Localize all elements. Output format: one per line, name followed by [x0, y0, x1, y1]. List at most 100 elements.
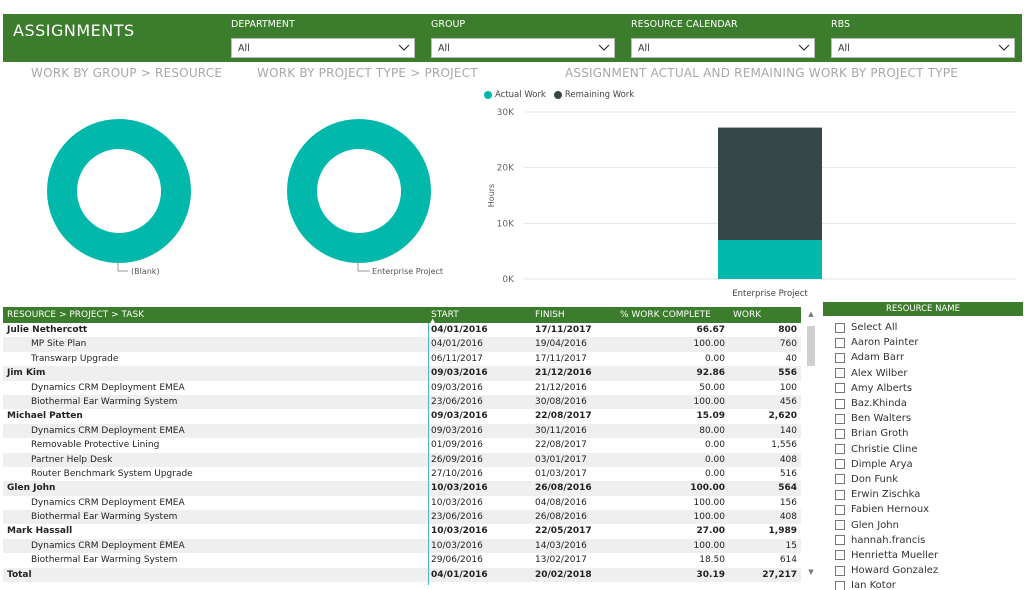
slicer-item[interactable]: Glen John [823, 517, 1023, 532]
cell-start: 10/03/2016 [431, 526, 488, 537]
cell-start: 04/01/2016 [431, 325, 488, 335]
slicer-item[interactable]: Henrietta Mueller [823, 548, 1023, 563]
cell-work: 156 [779, 497, 797, 508]
table-row[interactable]: Biothermal Ear Warming System 23/06/2016 3… [3, 394, 801, 410]
column-header-work[interactable]: WORK [733, 310, 762, 320]
y-axis-label: Hours [487, 184, 496, 207]
slicer-item[interactable]: Erwin Zischka [823, 487, 1023, 502]
checkbox[interactable] [835, 489, 845, 500]
cell-work: 556 [778, 368, 797, 379]
slicer-item[interactable]: Brian Groth [823, 426, 1023, 441]
section-title-project-type: WORK BY PROJECT TYPE > PROJECT [257, 66, 478, 80]
cell-work: 2,620 [768, 411, 797, 422]
table-row[interactable]: Michael Patten 09/03/2016 22/08/2017 15.09 2… [3, 409, 801, 423]
cell-start: 10/03/2016 [431, 540, 483, 551]
dropdown-value: All [438, 43, 450, 54]
slicer-item[interactable]: Fabien Hernoux [823, 502, 1023, 517]
checkbox[interactable] [835, 504, 845, 515]
department-dropdown[interactable]: All [231, 38, 415, 58]
checkbox[interactable] [835, 580, 845, 590]
checkbox[interactable] [835, 352, 845, 363]
slicer-item[interactable]: Dimple Arya [823, 457, 1023, 472]
cell-pct-complete: 0.00 [704, 440, 725, 451]
table-row[interactable]: Dynamics CRM Deployment EMEA 10/03/2016 04… [3, 496, 801, 510]
checkbox[interactable] [835, 444, 845, 455]
page-title: ASSIGNMENTS [13, 21, 135, 40]
cell-name: Dynamics CRM Deployment EMEA [31, 497, 185, 508]
x-category-label: Enterprise Project [732, 289, 808, 299]
slicer-item[interactable]: Ian Kotor [823, 578, 1023, 590]
checkbox[interactable] [835, 520, 845, 531]
filter-label: GROUP [431, 19, 466, 30]
checkbox[interactable] [835, 474, 845, 485]
table-row[interactable]: Dynamics CRM Deployment EMEA 09/03/2016 30… [3, 423, 801, 439]
table-row[interactable]: Julie Nethercott 04/01/2016 17/11/2017 66.6… [3, 323, 801, 337]
column-header-pct-complete[interactable]: % WORK COMPLETE [620, 310, 711, 320]
cell-start: 23/06/2016 [431, 512, 483, 523]
rbs-dropdown[interactable]: All [831, 38, 1015, 58]
slicer-item[interactable]: hannah.francis [823, 533, 1023, 548]
slicer-item[interactable]: Alex Wilber [823, 366, 1023, 381]
table-row[interactable]: Partner Help Desk 26/09/2016 03/01/2017 0.0… [3, 452, 801, 467]
slicer-item[interactable]: Christie Cline [823, 442, 1023, 457]
checkbox[interactable] [835, 413, 845, 424]
table-row[interactable]: Router Benchmark System Upgrade 27/10/201… [3, 467, 801, 481]
cell-finish: 22/08/2017 [535, 411, 592, 422]
cell-work: 100 [779, 382, 797, 393]
table-row[interactable]: Transwarp Upgrade 06/11/2017 17/11/2017 0.0… [3, 352, 801, 366]
column-header-finish[interactable]: FINISH [535, 310, 565, 320]
column-header-start[interactable]: START [431, 310, 459, 320]
slicer-item[interactable]: Aaron Painter [823, 335, 1023, 350]
table-row[interactable]: MP Site Plan 04/01/2016 19/04/2016 100.00 76… [3, 337, 801, 352]
cell-start: 09/03/2016 [431, 411, 488, 422]
cell-finish: 21/12/2016 [535, 382, 587, 393]
table-row[interactable]: Dynamics CRM Deployment EMEA 09/03/2016 21… [3, 381, 801, 395]
checkbox[interactable] [835, 428, 845, 439]
slicer-item[interactable]: Adam Barr [823, 350, 1023, 365]
slicer-item[interactable]: Select All [823, 320, 1023, 335]
slicer-item[interactable]: Ben Walters [823, 411, 1023, 426]
column-header-task[interactable]: RESOURCE > PROJECT > TASK [7, 310, 145, 320]
legend-item-remaining[interactable]: Remaining Work [553, 90, 634, 100]
table-row[interactable]: Biothermal Ear Warming System 29/06/2016 1… [3, 553, 801, 567]
cell-pct-complete: 100.00 [690, 483, 725, 494]
stacked-bar-chart[interactable]: 0K 10K 20K 30K Hours Enterprise Project [480, 104, 1020, 304]
table-scrollbar[interactable]: ▲ ▼ [806, 310, 816, 578]
slicer-item[interactable]: Baz.Khinda [823, 396, 1023, 411]
donut-chart-group-resource[interactable] [46, 118, 192, 264]
table-row[interactable]: Jim Kim 09/03/2016 21/12/2016 92.86 556 [3, 366, 801, 381]
checkbox[interactable] [835, 565, 845, 576]
dropdown-value: All [838, 43, 850, 54]
legend-dot [484, 91, 492, 99]
cell-finish: 17/11/2017 [535, 325, 592, 335]
group-dropdown[interactable]: All [431, 38, 615, 58]
checkbox[interactable] [835, 459, 845, 470]
cell-pct-complete: 80.00 [699, 425, 725, 436]
slicer-item-label: Alex Wilber [851, 367, 908, 379]
checkbox[interactable] [835, 535, 845, 546]
scroll-up-icon[interactable]: ▲ [808, 310, 814, 318]
slicer-item[interactable]: Don Funk [823, 472, 1023, 487]
table-row[interactable]: Dynamics CRM Deployment EMEA 10/03/2016 14… [3, 538, 801, 554]
slicer-item-label: Ben Walters [851, 413, 912, 425]
cell-name: Mark Hassall [7, 526, 73, 537]
checkbox[interactable] [835, 322, 845, 333]
checkbox[interactable] [835, 368, 845, 379]
donut-chart-project-type[interactable] [286, 118, 432, 264]
checkbox[interactable] [835, 383, 845, 394]
slicer-item[interactable]: Amy Alberts [823, 381, 1023, 396]
table-row[interactable]: Biothermal Ear Warming System 23/06/2016 2… [3, 510, 801, 525]
table-row[interactable]: Mark Hassall 10/03/2016 22/05/2017 27.00 1,9… [3, 524, 801, 538]
scroll-down-icon[interactable]: ▼ [808, 568, 814, 576]
checkbox[interactable] [835, 398, 845, 409]
checkbox[interactable] [835, 337, 845, 348]
resource-calendar-dropdown[interactable]: All [631, 38, 815, 58]
checkbox[interactable] [835, 550, 845, 561]
table-row[interactable]: Glen John 10/03/2016 26/08/2016 100.00 564 [3, 481, 801, 496]
table-row[interactable]: Removable Protective Lining 01/09/2016 22/… [3, 438, 801, 452]
sort-ascending-icon[interactable]: ▲ [430, 317, 436, 325]
scroll-thumb[interactable] [807, 326, 815, 366]
legend-item-actual[interactable]: Actual Work [484, 90, 546, 100]
table-total-row[interactable]: Total 04/01/2016 20/02/2018 30.19 27,217 [3, 567, 801, 583]
slicer-item[interactable]: Howard Gonzalez [823, 563, 1023, 578]
